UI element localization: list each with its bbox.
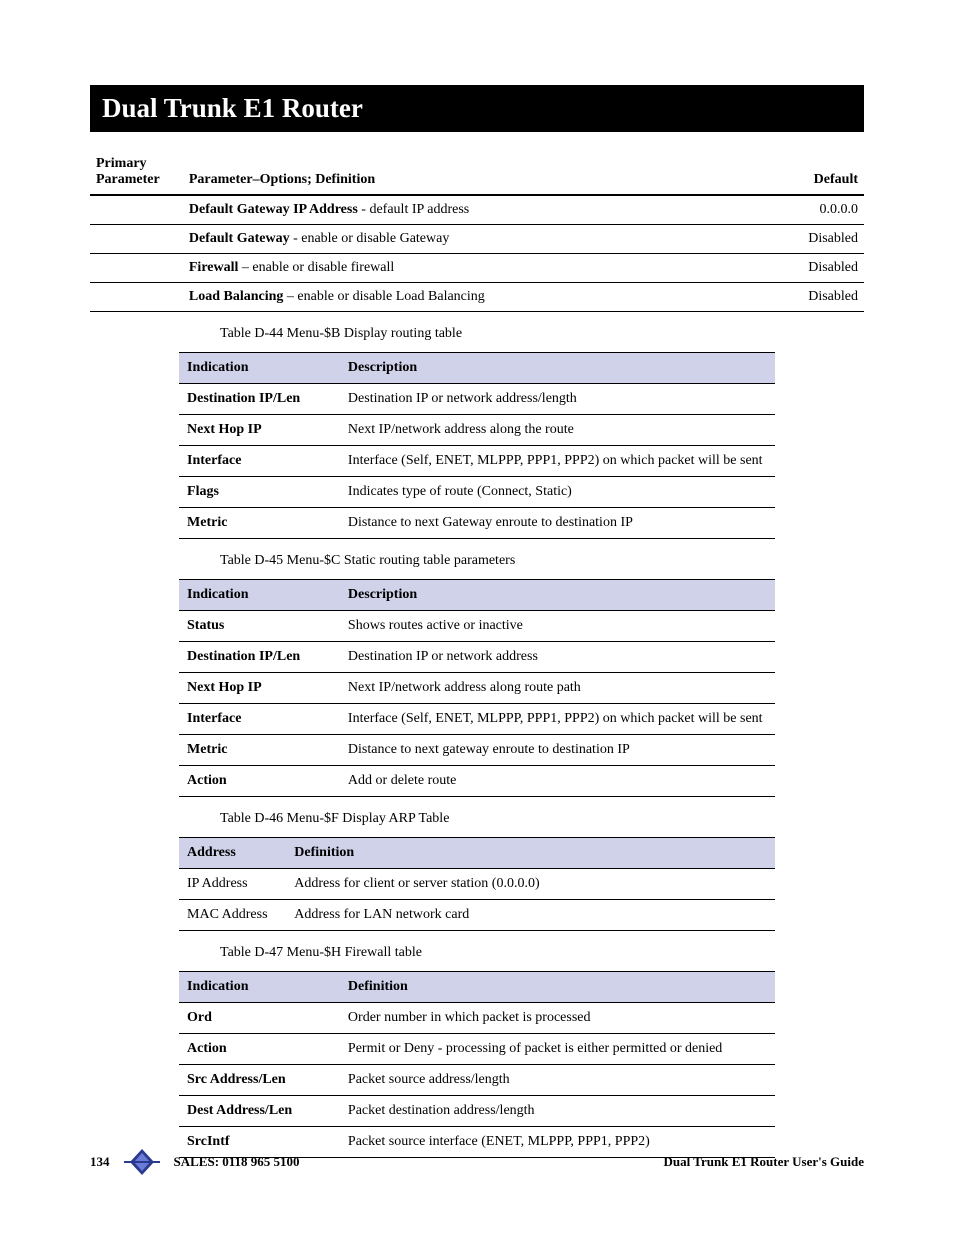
table-row: MetricDistance to next gateway enroute t… xyxy=(179,735,775,766)
table-row: Load Balancing – enable or disable Load … xyxy=(90,283,864,312)
table-row: Default Gateway IP Address - default IP … xyxy=(90,195,864,225)
caption-d47: Table D-47 Menu-$H Firewall table xyxy=(90,945,864,961)
table-row: FlagsIndicates type of route (Connect, S… xyxy=(179,477,775,508)
footer-sales: SALES: 0118 965 5100 xyxy=(174,1154,300,1170)
table-row: Default Gateway - enable or disable Gate… xyxy=(90,225,864,254)
table-row: InterfaceInterface (Self, ENET, MLPPP, P… xyxy=(179,704,775,735)
t45-h2: Description xyxy=(340,580,775,611)
table-d47: Indication Definition OrdOrder number in… xyxy=(179,971,775,1158)
t44-h2: Description xyxy=(340,353,775,384)
param-body: Default Gateway IP Address - default IP … xyxy=(90,195,864,312)
table-row: IP AddressAddress for client or server s… xyxy=(179,869,775,900)
table-row: Firewall – enable or disable firewallDis… xyxy=(90,254,864,283)
t44-body: Destination IP/LenDestination IP or netw… xyxy=(179,384,775,539)
table-row: ActionAdd or delete route xyxy=(179,766,775,797)
caption-d45: Table D-45 Menu-$C Static routing table … xyxy=(90,553,864,569)
param-h3: Default xyxy=(771,150,864,195)
parameter-table: Primary Parameter Parameter–Options; Def… xyxy=(90,150,864,312)
t44-h1: Indication xyxy=(179,353,340,384)
caption-d46: Table D-46 Menu-$F Display ARP Table xyxy=(90,811,864,827)
t46-h2: Definition xyxy=(286,838,775,869)
table-row: InterfaceInterface (Self, ENET, MLPPP, P… xyxy=(179,446,775,477)
footer-guide: Dual Trunk E1 Router User's Guide xyxy=(664,1154,864,1170)
footer-left: 134 SALES: 0118 965 5100 xyxy=(90,1149,300,1175)
t45-h1: Indication xyxy=(179,580,340,611)
t46-body: IP AddressAddress for client or server s… xyxy=(179,869,775,931)
table-row: ActionPermit or Deny - processing of pac… xyxy=(179,1034,775,1065)
page-number: 134 xyxy=(90,1154,110,1170)
param-h1: Primary Parameter xyxy=(90,150,183,195)
param-h2: Parameter–Options; Definition xyxy=(183,150,771,195)
t47-h2: Definition xyxy=(340,972,775,1003)
logo-icon xyxy=(124,1149,160,1175)
title-bar: Dual Trunk E1 Router xyxy=(90,85,864,132)
t46-h1: Address xyxy=(179,838,286,869)
page-footer: 134 SALES: 0118 965 5100 Dual Trunk E1 R… xyxy=(90,1149,864,1175)
table-row: OrdOrder number in which packet is proce… xyxy=(179,1003,775,1034)
table-row: MetricDistance to next Gateway enroute t… xyxy=(179,508,775,539)
table-row: Src Address/LenPacket source address/len… xyxy=(179,1065,775,1096)
caption-d44: Table D-44 Menu-$B Display routing table xyxy=(90,326,864,342)
table-row: Destination IP/LenDestination IP or netw… xyxy=(179,384,775,415)
table-row: Dest Address/LenPacket destination addre… xyxy=(179,1096,775,1127)
page: Dual Trunk E1 Router Primary Parameter P… xyxy=(0,0,954,1235)
table-row: Next Hop IPNext IP/network address along… xyxy=(179,415,775,446)
table-row: MAC AddressAddress for LAN network card xyxy=(179,900,775,931)
table-row: Next Hop IPNext IP/network address along… xyxy=(179,673,775,704)
t47-h1: Indication xyxy=(179,972,340,1003)
table-d44: Indication Description Destination IP/Le… xyxy=(179,352,775,539)
page-title: Dual Trunk E1 Router xyxy=(102,93,852,124)
table-row: StatusShows routes active or inactive xyxy=(179,611,775,642)
table-d46: Address Definition IP AddressAddress for… xyxy=(179,837,775,931)
t45-body: StatusShows routes active or inactiveDes… xyxy=(179,611,775,797)
table-d45: Indication Description StatusShows route… xyxy=(179,579,775,797)
table-row: Destination IP/LenDestination IP or netw… xyxy=(179,642,775,673)
t47-body: OrdOrder number in which packet is proce… xyxy=(179,1003,775,1158)
